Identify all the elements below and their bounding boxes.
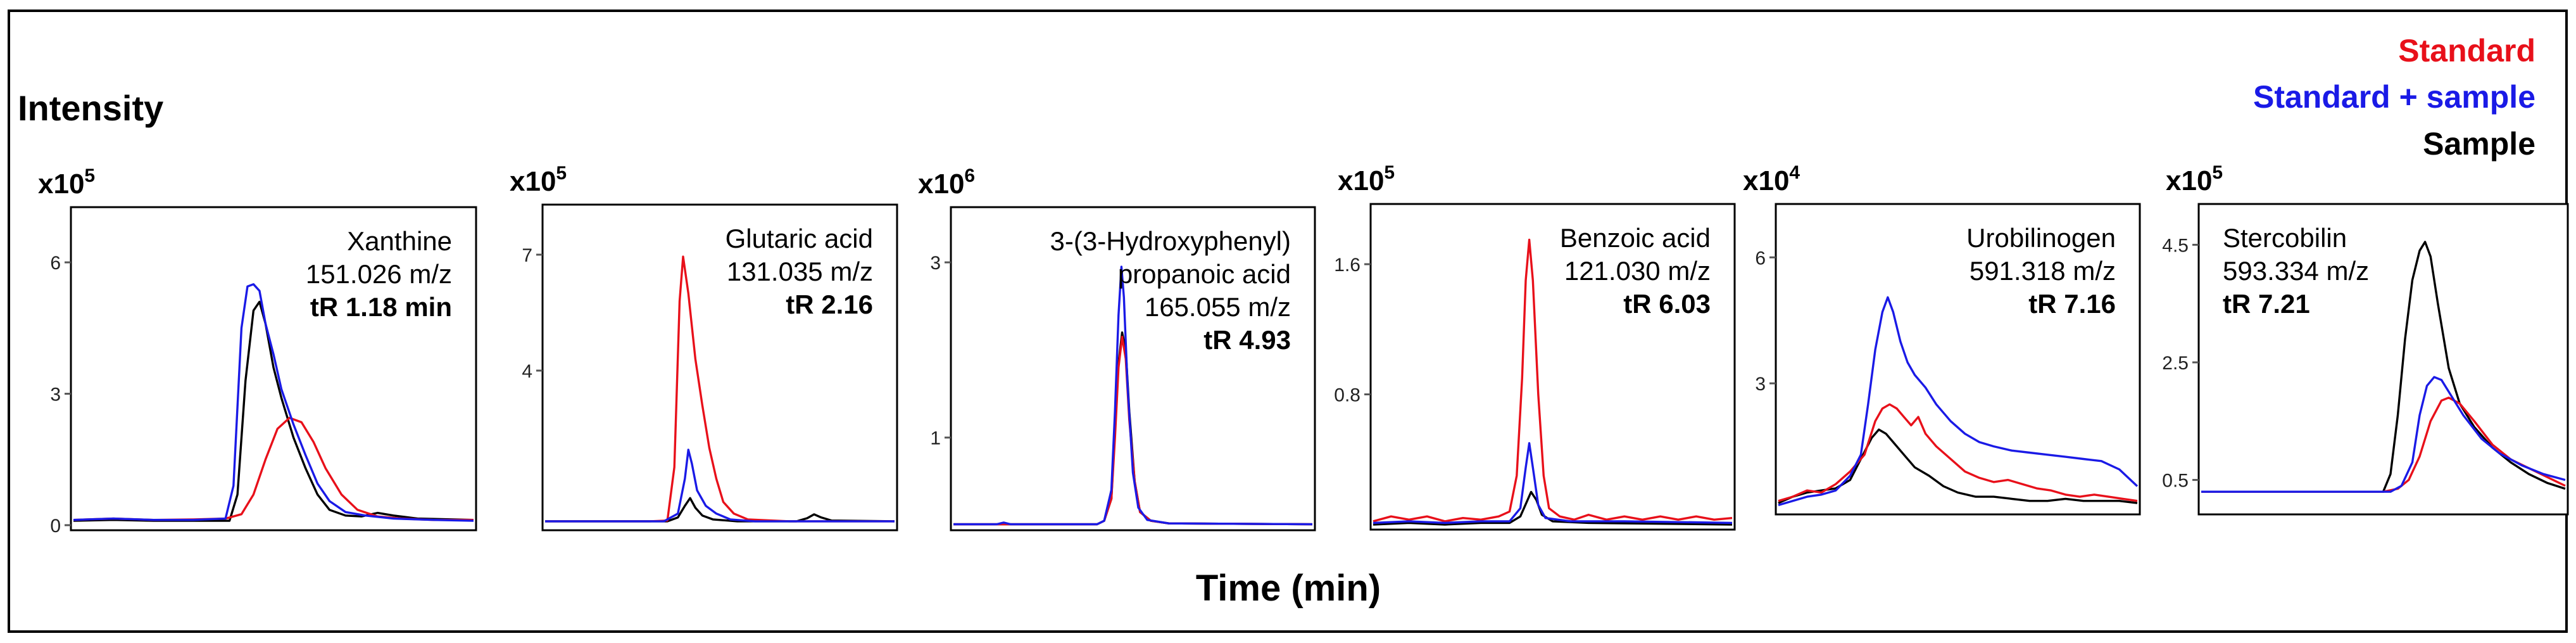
retention-time-label: tR 2.16: [786, 290, 873, 319]
y-tick-label: 0.5: [2162, 471, 2189, 492]
y-tick-label: 6: [1755, 248, 1766, 269]
mz-label: 593.334 m/z: [2223, 256, 2369, 286]
retention-time-label: tR 4.93: [1203, 325, 1291, 355]
y-tick-label: 1.6: [1334, 255, 1360, 276]
series-line-sample: [1373, 490, 1733, 526]
series-line-standard-sample: [953, 265, 1313, 526]
y-tick-label: 0: [50, 516, 61, 537]
y-tick-label: 3: [930, 253, 941, 274]
retention-time-label: tR 1.18 min: [310, 292, 452, 322]
exponent-base: x10: [1338, 165, 1384, 196]
exponent-base: x10: [2166, 165, 2212, 196]
retention-time-label: tR 6.03: [1623, 289, 1711, 319]
y-axis-title: Intensity: [18, 88, 163, 128]
exponent-label: x104: [1743, 162, 1800, 196]
plot-box: [541, 203, 898, 532]
series-line-standard-sample: [1373, 442, 1733, 525]
exponent-label: x105: [2166, 162, 2223, 196]
exponent-label: x105: [38, 165, 95, 200]
exponent-power: 5: [2212, 162, 2223, 183]
panel-glutaric-acid: x105 4 7 Glutaric acid 131.035 m/z tR 2.16: [510, 163, 898, 532]
exponent-label: x105: [510, 163, 567, 197]
y-tick-label: 2.5: [2162, 353, 2189, 374]
series-line-standard-sample: [1778, 296, 2139, 507]
plot-box: [1369, 203, 1736, 531]
exponent-power: 5: [84, 165, 95, 186]
series-line-standard-sample: [545, 449, 895, 523]
compound-name: propanoic acid: [1118, 259, 1291, 289]
x-axis-title: Time (min): [1196, 568, 1381, 609]
y-tick-label: 6: [50, 253, 61, 274]
compound-name: Urobilinogen: [1966, 223, 2116, 253]
series-line-sample: [2201, 241, 2566, 493]
mz-label: 591.318 m/z: [1970, 256, 2116, 286]
legend-sample: Sample: [2423, 126, 2535, 162]
plot-box: [2197, 203, 2569, 516]
exponent-base: x10: [510, 166, 556, 197]
series-line-standard: [1778, 403, 2138, 502]
y-tick-label: 0.8: [1334, 385, 1360, 406]
exponent-base: x10: [918, 169, 964, 200]
legend-standard-plus-sample: Standard + sample: [2253, 79, 2535, 115]
compound-name: Stercobilin: [2223, 223, 2347, 253]
exponent-base: x10: [1743, 165, 1789, 196]
series-line-standard-sample: [73, 283, 474, 522]
mz-label: 131.035 m/z: [727, 257, 873, 286]
series-line-sample: [545, 497, 895, 523]
compound-name: Benzoic acid: [1560, 223, 1711, 253]
exponent-power: 4: [1789, 162, 1800, 183]
compound-name: Xanthine: [347, 226, 452, 256]
series-line-standard-sample: [2201, 376, 2566, 493]
mz-label: 151.026 m/z: [306, 259, 452, 289]
mz-label: 121.030 m/z: [1564, 256, 1711, 286]
series-line-standard: [1373, 238, 1733, 523]
retention-time-label: tR 7.16: [2028, 289, 2116, 319]
y-tick-label: 3: [50, 385, 61, 405]
plot-box: [1775, 203, 2141, 516]
y-tick-label: 4.5: [2162, 235, 2189, 256]
exponent-power: 5: [556, 163, 567, 184]
y-tick-label: 3: [1755, 374, 1766, 395]
mz-label: 165.055 m/z: [1145, 292, 1291, 322]
compound-name: Glutaric acid: [726, 224, 873, 253]
y-tick-label: 7: [522, 245, 532, 266]
exponent-power: 5: [1384, 162, 1395, 183]
compound-name: 3-(3-Hydroxyphenyl): [1050, 226, 1291, 256]
panel-hydroxyphenyl-propanoic-acid: x106 1 3 3-(3-Hydroxyphenyl)propanoic acid1…: [918, 165, 1316, 532]
legend-standard: Standard: [2398, 33, 2535, 68]
retention-time-label: tR 7.21: [2223, 289, 2310, 319]
y-tick-label: 1: [930, 428, 941, 449]
y-tick-label: 4: [522, 361, 532, 382]
exponent-label: x105: [1338, 162, 1395, 196]
exponent-power: 6: [964, 165, 975, 186]
exponent-base: x10: [38, 169, 84, 200]
exponent-label: x106: [918, 165, 975, 200]
